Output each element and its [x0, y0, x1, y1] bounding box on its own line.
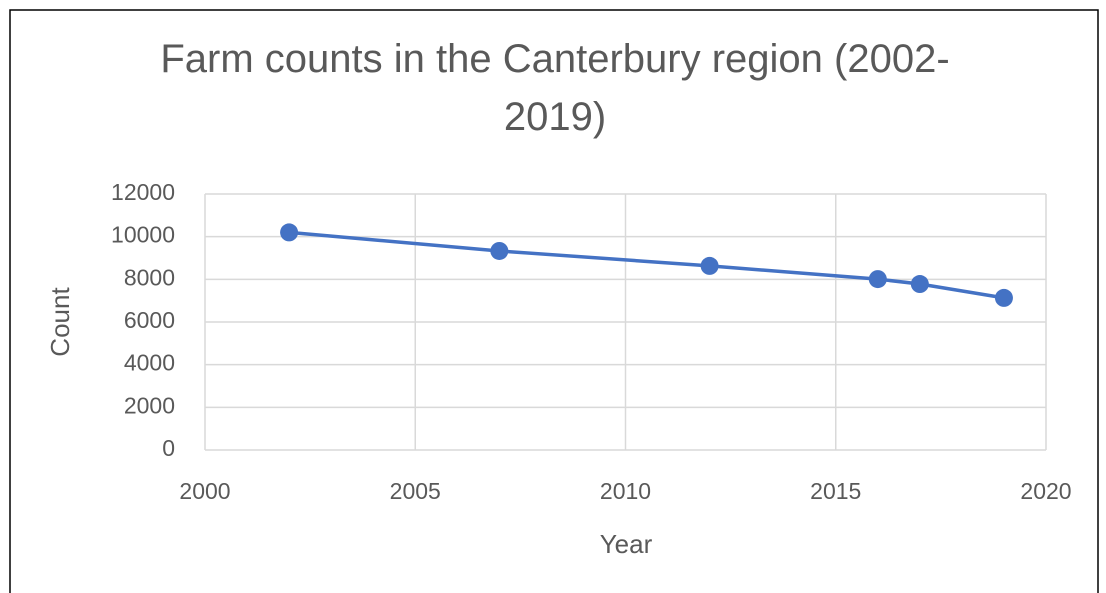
x-tick-label: 2015	[810, 478, 861, 504]
y-tick-label: 12000	[111, 179, 175, 205]
y-tick-label: 0	[162, 435, 175, 461]
marker	[910, 275, 929, 294]
y-tick-label: 2000	[124, 392, 175, 418]
marker	[994, 288, 1013, 307]
line	[288, 230, 1005, 300]
marker	[868, 270, 887, 289]
marker	[280, 223, 299, 242]
marker	[490, 241, 509, 260]
marker	[700, 256, 719, 275]
y-tick-label: 6000	[124, 307, 175, 333]
chart-title: Farm counts in the Canterbury region (20…	[160, 37, 950, 139]
x-tick-label: 2010	[600, 478, 651, 504]
frame	[9, 9, 1099, 593]
x-tick-label: 2020	[1020, 478, 1071, 504]
y-tick-label: 10000	[111, 222, 175, 248]
x-tick-label: 2000	[179, 478, 230, 504]
x-tick-label: 2005	[390, 478, 441, 504]
y-tick-label: 4000	[124, 350, 175, 376]
y-tick-label: 8000	[124, 264, 175, 290]
x-axis-label: Year	[600, 529, 653, 559]
y-axis-label: Count	[45, 287, 75, 357]
